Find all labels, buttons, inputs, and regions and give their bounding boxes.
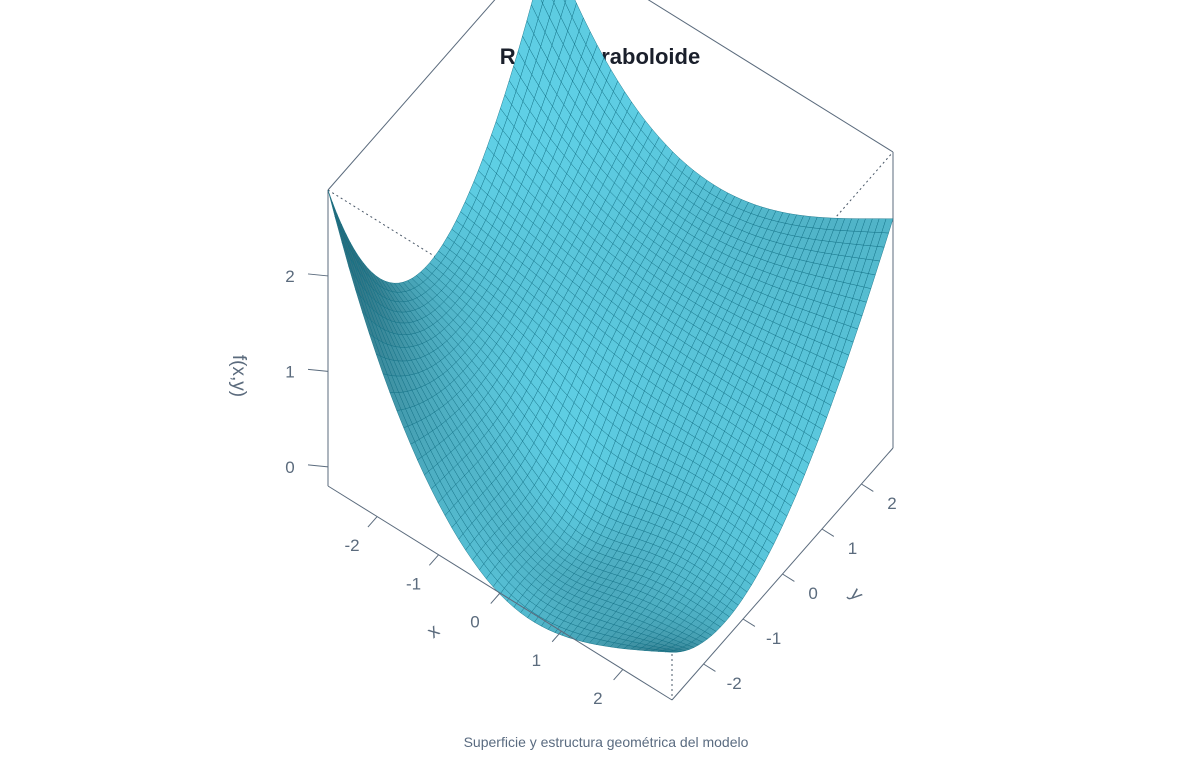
x-tick-mark	[367, 516, 378, 528]
y-tick-label: -2	[727, 674, 742, 693]
chart-caption: Superficie y estructura geométrica del m…	[463, 734, 749, 750]
surface-cell	[552, 0, 555, 4]
x-tick-mark	[551, 630, 562, 643]
x-tick-label: -2	[345, 536, 360, 555]
x-tick-mark	[613, 669, 624, 681]
z-tick-mark	[307, 273, 329, 277]
y-tick-mark	[742, 618, 756, 627]
y-tick-mark	[782, 573, 795, 582]
y-axis-title: y	[845, 584, 868, 605]
surface-cell	[540, 0, 544, 5]
x-tick-label: 2	[593, 689, 602, 708]
y-tick-mark	[703, 663, 716, 672]
axis-ticks: -2 -1 0 1 2 -2 -1 0 1 2 0 1 2	[285, 267, 896, 708]
y-tick-mark	[821, 528, 835, 537]
z-tick-label: 2	[285, 267, 294, 286]
surface-cell	[881, 218, 894, 234]
y-tick-label: 1	[848, 539, 857, 558]
z-tick-mark	[307, 368, 329, 372]
x-tick-label: -1	[406, 574, 421, 593]
box-top-back-edges	[327, 0, 894, 191]
z-tick-label: 1	[285, 362, 294, 381]
surface-mesh	[327, 0, 894, 653]
y-tick-mark	[861, 483, 874, 492]
y-tick-label: -1	[766, 629, 781, 648]
x-axis-title: x	[423, 620, 444, 643]
y-tick-label: 2	[887, 494, 896, 513]
z-axis-title: f(x,y)	[228, 355, 249, 397]
surface-cell	[563, 0, 567, 4]
x-tick-mark	[490, 592, 501, 604]
x-tick-label: 1	[532, 651, 541, 670]
y-tick-label: 0	[808, 584, 817, 603]
z-tick-mark	[307, 464, 329, 468]
x-tick-mark	[428, 554, 439, 566]
z-tick-label: 0	[285, 458, 294, 477]
x-tick-label: 0	[470, 613, 479, 632]
